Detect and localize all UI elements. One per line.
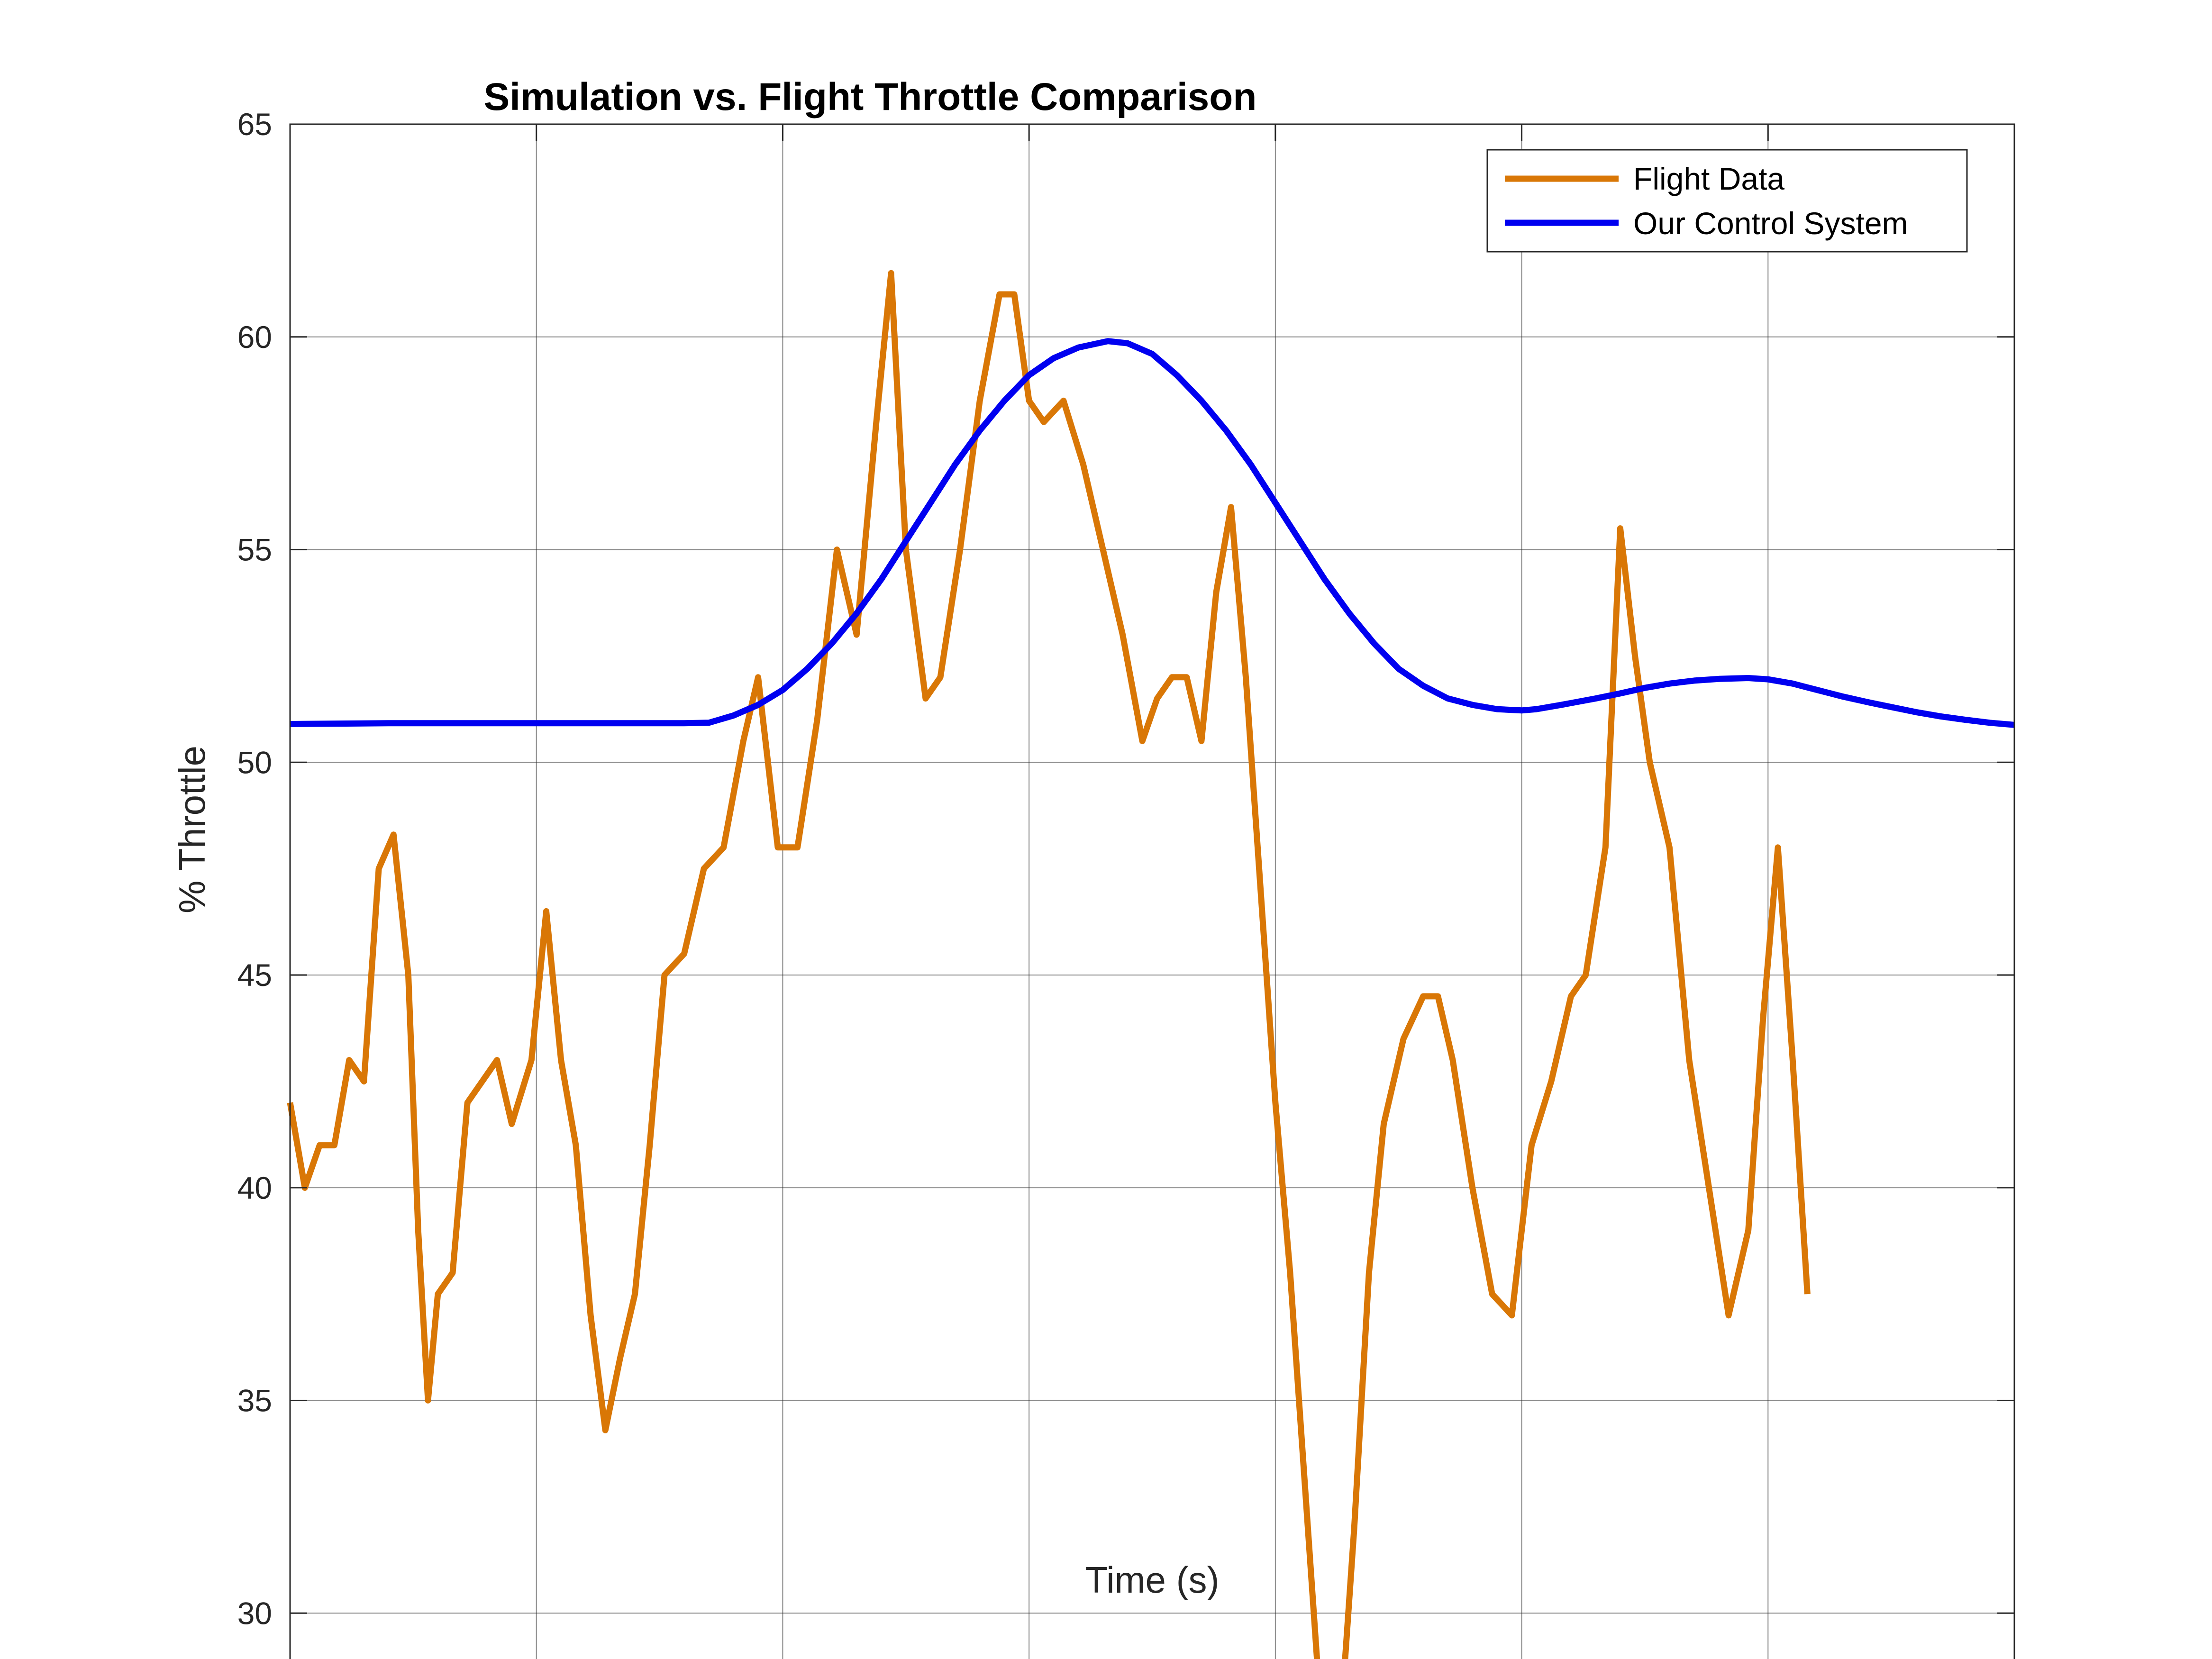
legend: Flight Data Our Control System: [1486, 149, 1968, 253]
ticks: 05101520253035253035404550556065: [237, 107, 2015, 1631]
y-tick-label: 45: [237, 957, 272, 993]
y-tick-label: 50: [237, 745, 272, 780]
plot-area: [290, 124, 2014, 1659]
y-axis-label: % Throttle: [171, 746, 213, 913]
y-tick-label: 55: [237, 532, 272, 567]
x-axis-label: Time (s): [1085, 1559, 1219, 1601]
y-tick-label: 60: [237, 319, 272, 355]
y-tick-label: 30: [237, 1595, 272, 1631]
series-layer: [287, 270, 2015, 1659]
y-tick-label: 40: [237, 1170, 272, 1205]
y-tick-label: 35: [237, 1383, 272, 1418]
legend-label-flight-data: Flight Data: [1633, 161, 1784, 196]
legend-label-our-control-system: Our Control System: [1633, 206, 1908, 241]
chart-title: Simulation vs. Flight Throttle Compariso…: [484, 75, 1257, 118]
series-line-flight-data: [287, 270, 1811, 1659]
series-line-our-control-system: [290, 338, 2015, 728]
legend-box: [1486, 149, 1968, 253]
y-tick-label: 65: [237, 107, 272, 142]
